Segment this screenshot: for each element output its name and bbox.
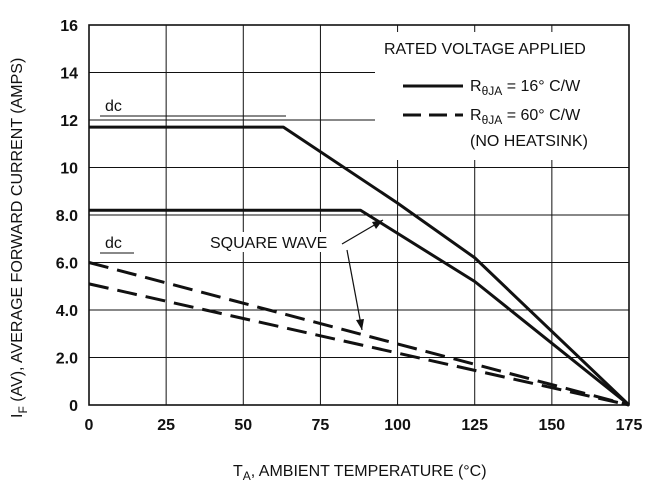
y-tick-label: 2.0 [56, 351, 78, 368]
legend-note: (NO HEATSINK) [470, 133, 588, 150]
y-tick-label: 6.0 [56, 256, 78, 273]
y-axis-title: IF (AV), AVERAGE FORWARD CURRENT (AMPS) [9, 58, 30, 418]
square-wave-label: SQUARE WAVE [210, 235, 327, 252]
legend-background [375, 32, 630, 160]
x-tick-label: 125 [461, 417, 488, 434]
square-wave-label-bg [207, 232, 347, 252]
legend-item-2: RθJA = 60° C/W [470, 107, 581, 127]
x-tick-label: 75 [312, 417, 330, 434]
tick-labels: 0 25 50 75 100 125 150 175 0 2.0 4.0 6.0 8.0 10 12 14 16 [56, 18, 643, 434]
square-wave-arrow-lower [346, 249, 363, 331]
x-tick-label: 150 [539, 417, 566, 434]
y-tick-label: 0 [69, 398, 78, 415]
dc-bottom-label-bg [100, 233, 130, 251]
y-tick-label: 14 [60, 66, 78, 83]
square-wave-arrow-upper-head [372, 220, 383, 229]
legend-item-1: RθJA = 16° C/W [470, 78, 581, 98]
series-line-3 [88, 261, 630, 407]
dc-top-label-bg [100, 96, 130, 114]
square-wave-arrow-lower-head [356, 319, 364, 330]
y-tick-label: 12 [60, 113, 78, 130]
series-line-1 [89, 125, 631, 407]
x-tick-label: 25 [157, 417, 175, 434]
legend-header: RATED VOLTAGE APPLIED [384, 41, 586, 58]
x-tick-label: 175 [616, 417, 643, 434]
series-group [88, 115, 631, 407]
x-tick-label: 50 [234, 417, 252, 434]
x-tick-label: 100 [384, 417, 411, 434]
dc-bottom-label: dc [105, 235, 122, 252]
y-tick-label: 16 [60, 18, 78, 35]
y-tick-label: 4.0 [56, 303, 78, 320]
dc-top-label: dc [105, 98, 122, 115]
series-line-2 [89, 208, 630, 407]
y-tick-label: 10 [60, 161, 78, 178]
series-line-4 [88, 282, 630, 407]
x-tick-label: 0 [85, 417, 94, 434]
plot-frame [88, 24, 630, 406]
y-tick-label: 8.0 [56, 208, 78, 225]
x-axis-title: TA, AMBIENT TEMPERATURE (°C) [233, 463, 487, 483]
